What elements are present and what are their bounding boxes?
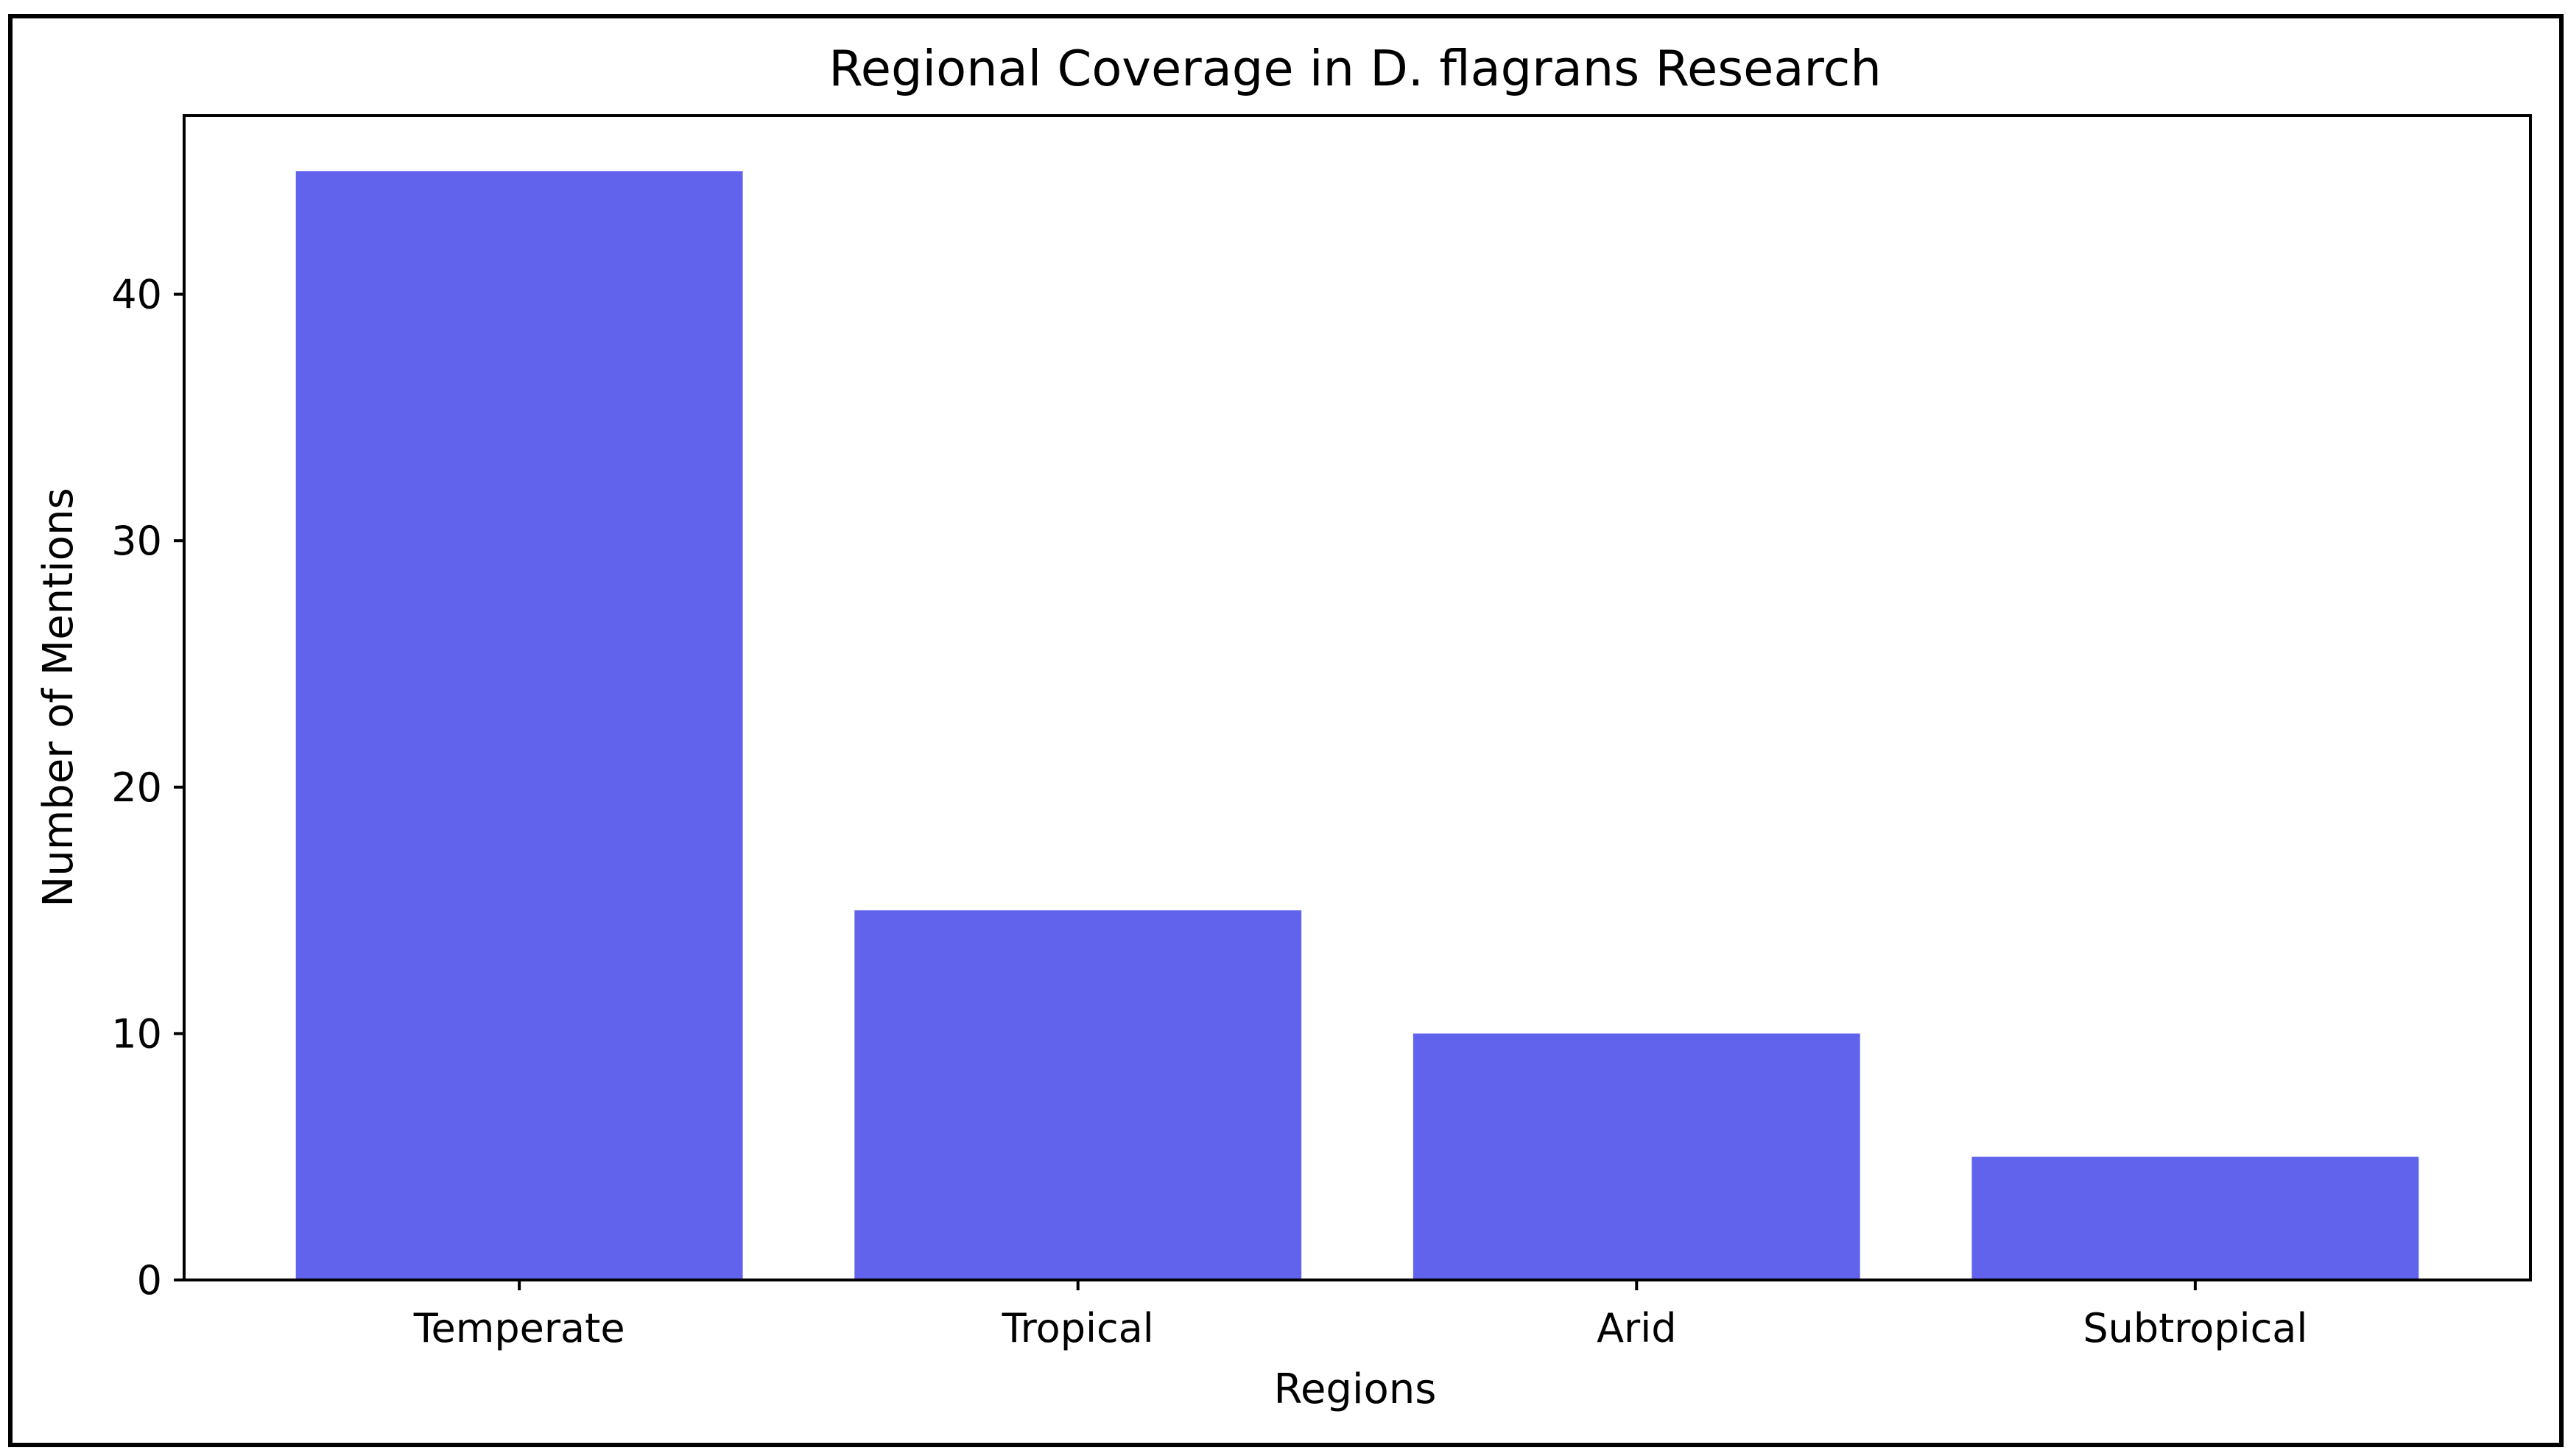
bar-arid [1413, 1033, 1860, 1280]
y-tick-label: 30 [111, 518, 162, 564]
bar-temperate [295, 171, 743, 1280]
bar-subtropical [1971, 1156, 2419, 1280]
y-tick-label: 40 [111, 272, 162, 318]
x-tick-label: Arid [1597, 1305, 1676, 1351]
bars [295, 171, 2419, 1280]
x-axis: Temperate Tropical Arid Subtropical [413, 1280, 2307, 1351]
y-tick-label: 0 [137, 1257, 162, 1304]
chart-title: Regional Coverage in D. flagrans Researc… [829, 40, 1882, 97]
plot-frame [183, 114, 2532, 1281]
y-axis: 0 10 20 30 40 [111, 272, 184, 1304]
figure-border [8, 14, 2564, 1447]
y-tick-label: 20 [111, 764, 162, 811]
x-tick-label: Temperate [413, 1305, 625, 1351]
x-axis-label: Regions [1274, 1365, 1437, 1413]
y-tick-label: 10 [111, 1010, 162, 1057]
x-tick-label: Tropical [1002, 1305, 1154, 1351]
x-tick-label: Subtropical [2083, 1305, 2307, 1351]
y-axis-label: Number of Mentions [35, 488, 82, 907]
bar-tropical [854, 910, 1302, 1280]
plot-area: 0 10 20 30 40 Temperate Tropical Arid Subtropic… [111, 114, 2532, 1351]
